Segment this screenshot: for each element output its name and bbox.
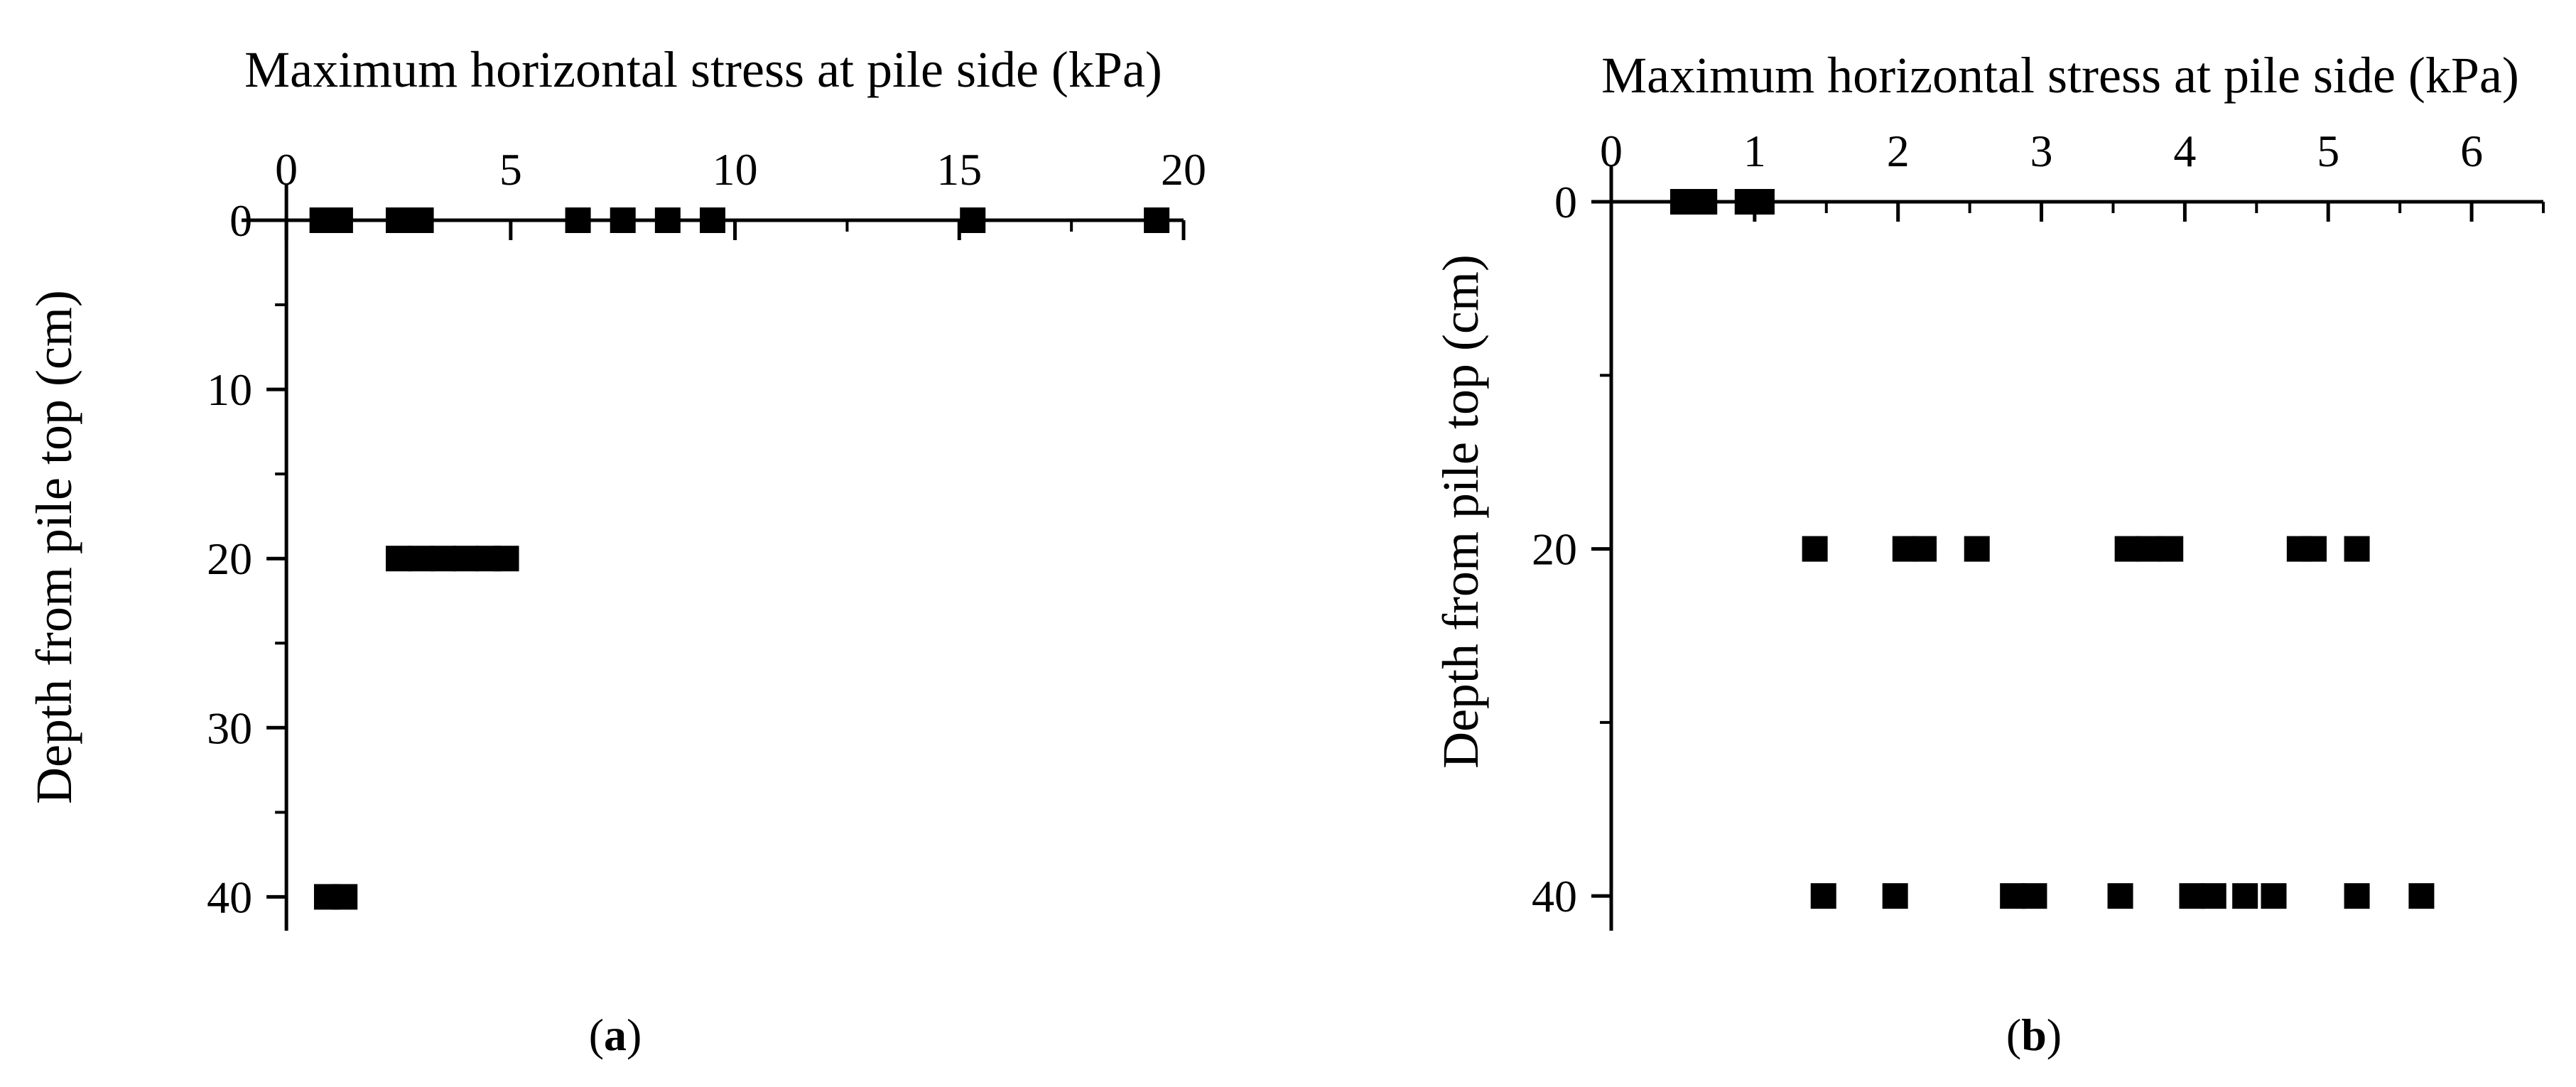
data-point — [327, 207, 353, 233]
data-point — [1144, 207, 1170, 233]
x-tick-label: 5 — [2317, 126, 2339, 176]
x-tick-label: 4 — [2173, 126, 2196, 176]
y-tick-label: 40 — [207, 872, 252, 922]
y-tick-label: 10 — [207, 364, 252, 415]
x-tick-label: 3 — [2030, 126, 2053, 176]
x-tick-labels: 0 5 10 15 20 — [275, 144, 1206, 195]
data-point — [1802, 536, 1828, 562]
data-point — [2136, 536, 2162, 562]
data-point — [2107, 883, 2133, 909]
y-tick-label: 20 — [1532, 524, 1577, 575]
data-point — [1882, 883, 1908, 909]
data-point — [2344, 536, 2370, 562]
panel-label-letter: a — [604, 1010, 627, 1060]
x-tick-label: 0 — [1600, 126, 1623, 176]
data-point — [386, 207, 411, 233]
x-tick-labels: 0 1 2 3 4 5 6 — [1600, 126, 2483, 176]
data-point — [2408, 883, 2435, 909]
y-tick-label: 0 — [1554, 177, 1577, 227]
data-point — [493, 546, 519, 572]
x-tick-label: 15 — [936, 144, 982, 195]
data-points — [1669, 189, 2435, 909]
panel-label: (b) — [2006, 1010, 2062, 1060]
axes — [242, 185, 1186, 931]
data-point — [700, 207, 725, 233]
data-point — [332, 884, 358, 910]
y-axis-title: Depth from pile top (cm) — [26, 290, 82, 804]
panel-label: (a) — [589, 1010, 642, 1060]
data-point — [453, 546, 479, 572]
data-point — [1810, 883, 1836, 909]
data-point — [960, 207, 986, 233]
data-point — [2200, 883, 2226, 909]
data-point — [1911, 536, 1937, 562]
chart-panel-b: Maximum horizontal stress at pile side (… — [1432, 47, 2545, 1060]
chart-panel-a: Maximum horizontal stress at pile side (… — [26, 41, 1206, 1060]
y-tick-label: 30 — [207, 703, 252, 753]
x-tick-label: 1 — [1743, 126, 1766, 176]
panel-label-close: ) — [627, 1010, 642, 1060]
y-tick-labels: 0 20 40 — [1532, 177, 1577, 921]
data-point — [565, 207, 591, 233]
y-tick-label: 40 — [1532, 871, 1577, 921]
data-point — [386, 546, 411, 572]
panel-label-open: ( — [2006, 1010, 2021, 1060]
panel-label-open: ( — [589, 1010, 604, 1060]
x-tick-label: 10 — [713, 144, 758, 195]
x-tick-label: 2 — [1887, 126, 1910, 176]
axes — [1591, 166, 2545, 931]
data-point — [1964, 536, 1990, 562]
data-point — [654, 207, 681, 233]
data-points — [309, 207, 1170, 910]
x-tick-label: 20 — [1161, 144, 1206, 195]
y-tick-label: 0 — [229, 195, 252, 246]
x-tick-label: 6 — [2460, 126, 2483, 176]
data-point — [408, 207, 434, 233]
x-axis-title: Maximum horizontal stress at pile side (… — [244, 41, 1162, 98]
data-point — [431, 546, 457, 572]
y-tick-label: 20 — [207, 534, 252, 584]
panel-label-close: ) — [2047, 1010, 2062, 1060]
data-point — [2232, 883, 2258, 909]
data-point — [1692, 189, 1718, 215]
data-point — [408, 546, 434, 572]
y-tick-labels: 0 10 20 30 40 — [207, 195, 252, 922]
data-point — [1748, 189, 1775, 215]
data-point — [2000, 883, 2026, 909]
panel-label-letter: b — [2021, 1010, 2047, 1060]
x-tick-label: 5 — [499, 144, 522, 195]
data-point — [2344, 883, 2370, 909]
data-point — [2158, 536, 2184, 562]
data-point — [2114, 536, 2141, 562]
x-axis-title: Maximum horizontal stress at pile side (… — [1601, 47, 2519, 104]
data-point — [2179, 883, 2205, 909]
data-point — [2021, 883, 2047, 909]
data-point — [2301, 536, 2327, 562]
data-point — [1669, 189, 1696, 215]
data-point — [2261, 883, 2287, 909]
x-tick-label: 0 — [275, 144, 298, 195]
data-point — [610, 207, 636, 233]
y-axis-title: Depth from pile top (cm) — [1432, 254, 1489, 769]
